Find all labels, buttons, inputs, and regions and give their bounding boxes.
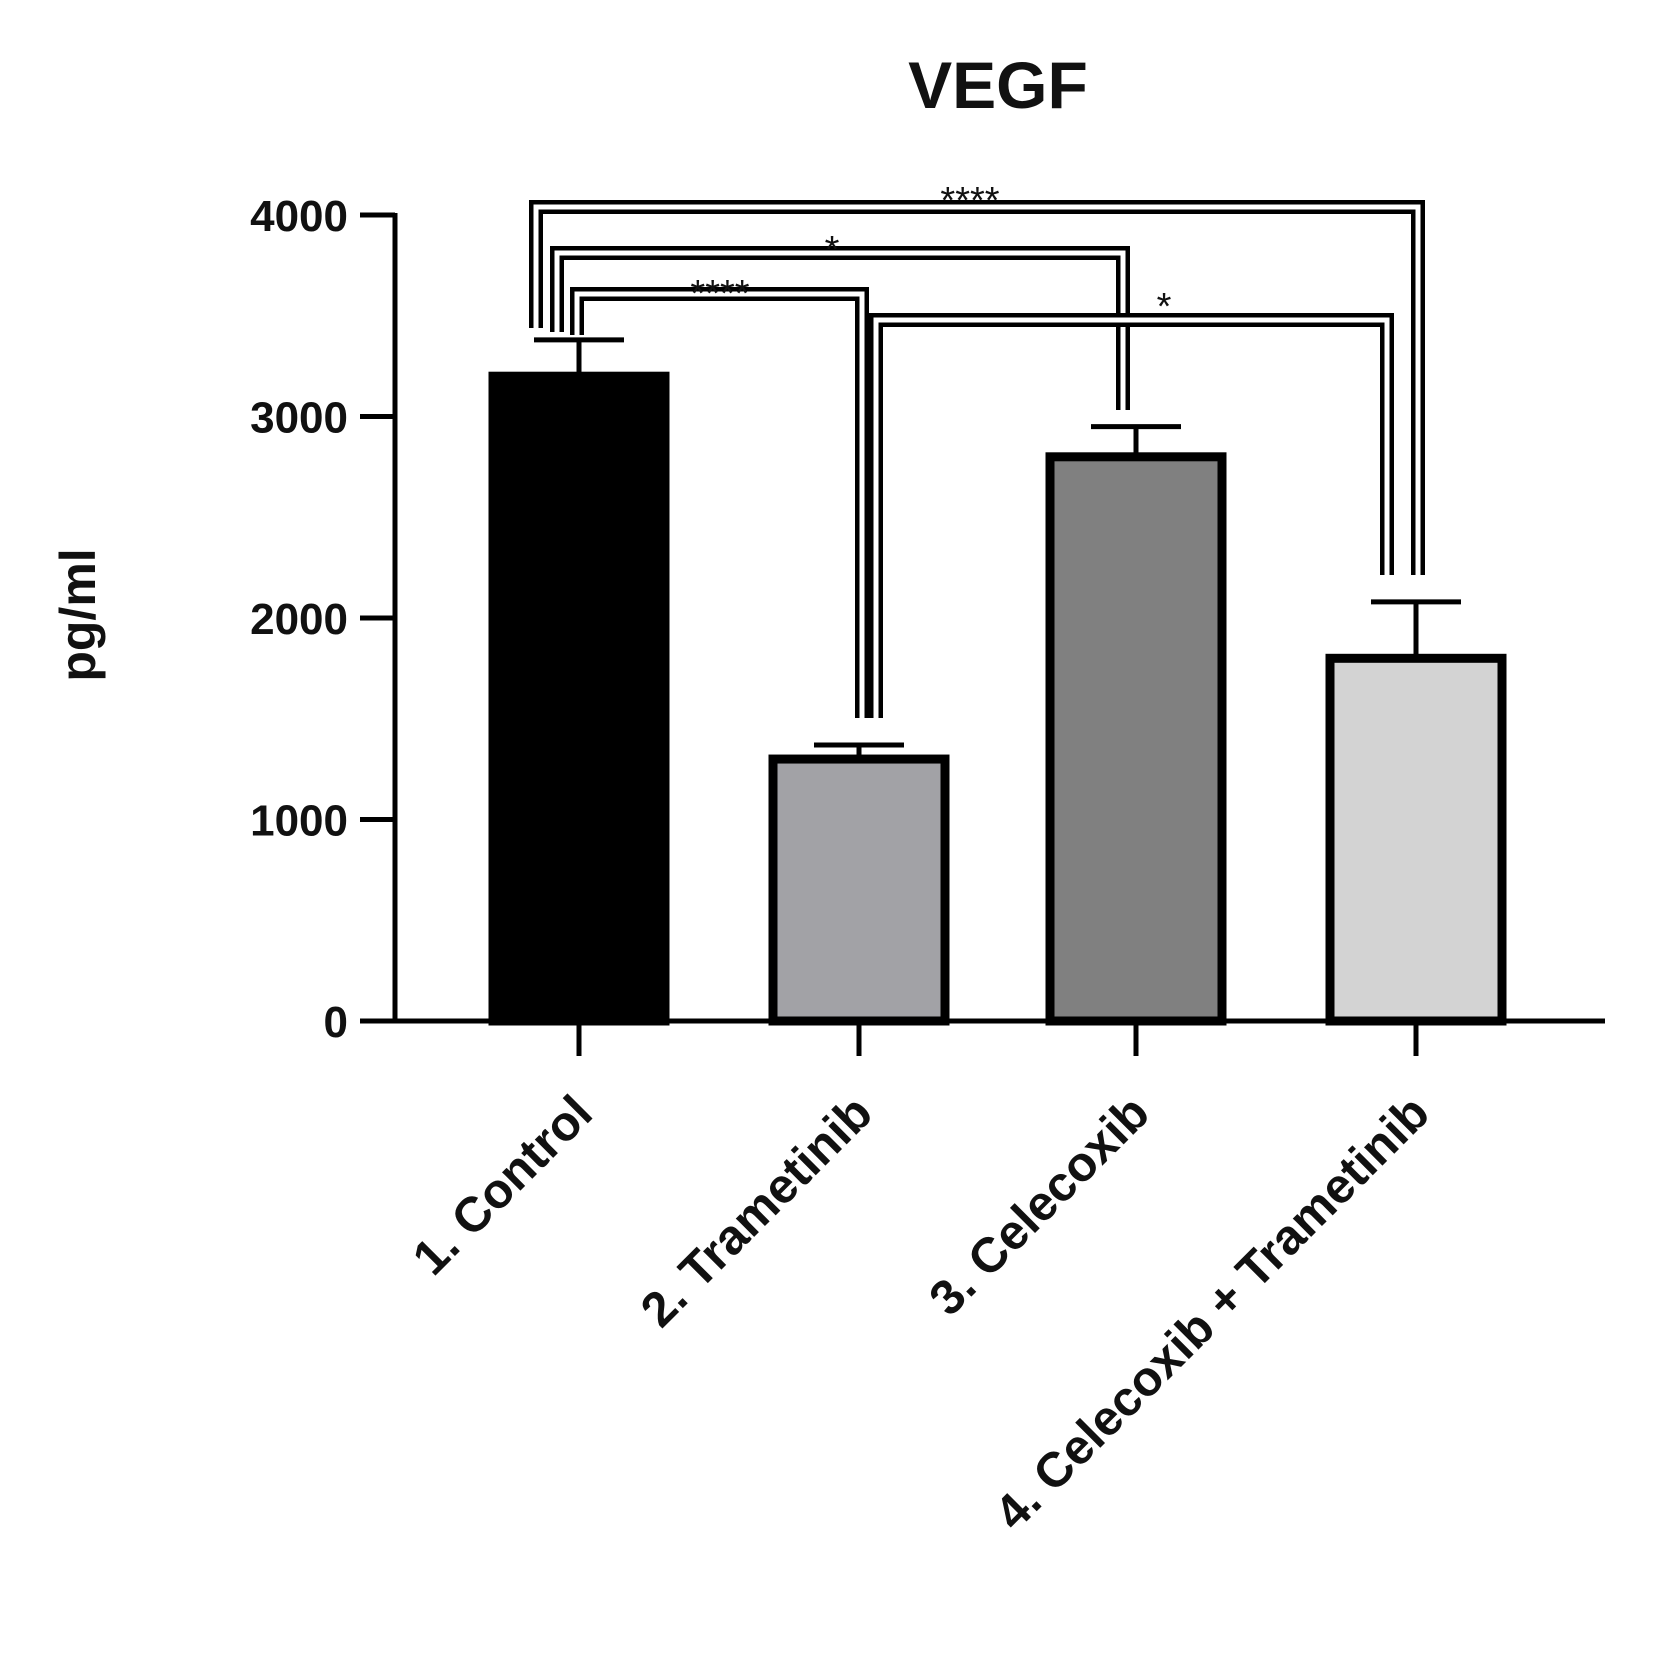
- significance-brackets: ********* *: [529, 180, 1425, 718]
- y-tick-label-1000: 1000: [250, 797, 348, 846]
- significance-bracket-inner-1: [533, 204, 1421, 575]
- bar-4: [1325, 653, 1507, 1026]
- error-bars: [534, 337, 1461, 760]
- significance-label-2: *: [825, 229, 840, 271]
- y-tick-label-0: 0: [324, 998, 348, 1047]
- x-tick-label-1: 1. Control: [403, 1086, 603, 1286]
- chart-title: VEGF: [908, 48, 1088, 122]
- significance-bracket-inner-4: [873, 317, 1390, 718]
- y-tick-label-3000: 3000: [250, 394, 348, 443]
- bar-2: [768, 754, 950, 1026]
- x-tick-label-3: 3. Celecoxib: [919, 1086, 1159, 1326]
- bar-3: [1045, 452, 1227, 1026]
- significance-label-1: ****: [940, 180, 999, 222]
- y-axis-label: pg/ml: [50, 548, 106, 681]
- bars: [488, 371, 1507, 1026]
- significance-label-4: *: [1157, 286, 1172, 328]
- y-tick-label-4000: 4000: [250, 192, 348, 241]
- axes: [360, 212, 1605, 1056]
- bar-1: [488, 371, 670, 1026]
- significance-label-3: ****: [690, 273, 749, 315]
- y-tick-label-2000: 2000: [250, 595, 348, 644]
- significance-bracket-inner-3: [574, 291, 865, 718]
- significance-bracket-inner-2: [554, 250, 1126, 410]
- x-tick-label-2: 2. Trametinib: [631, 1086, 883, 1338]
